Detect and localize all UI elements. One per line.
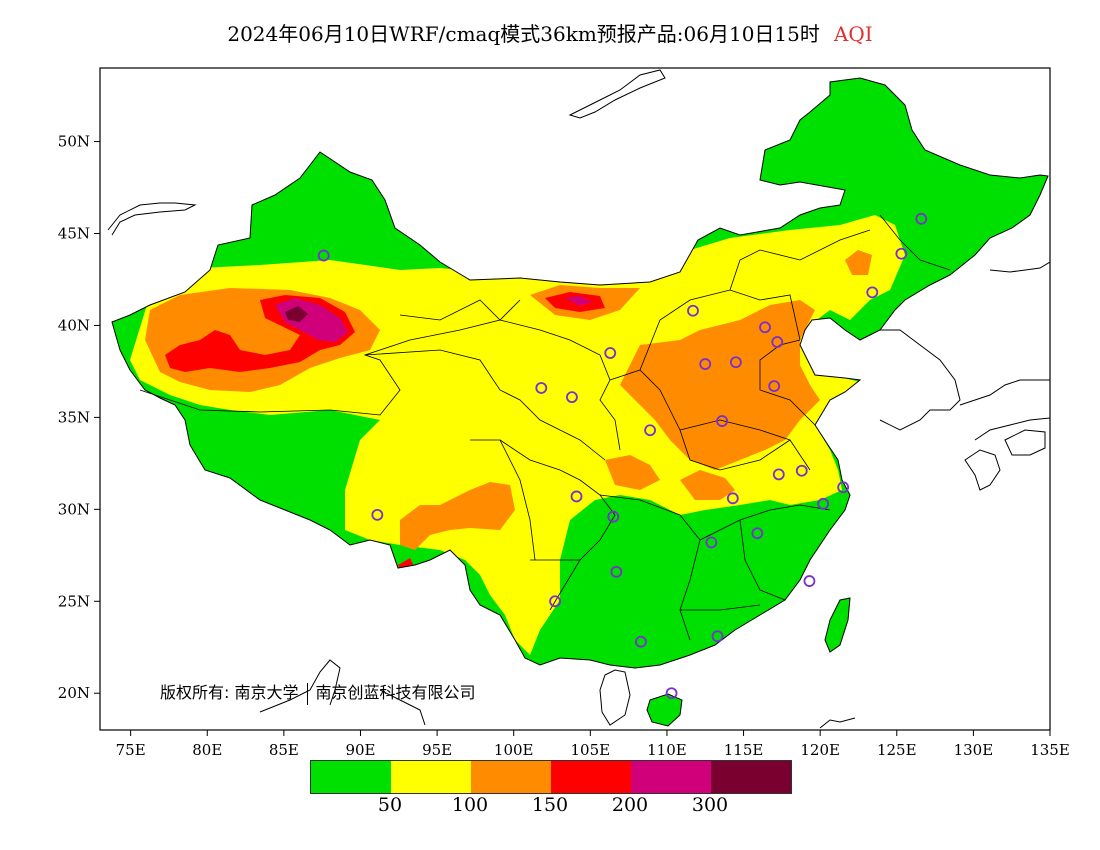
station-marker	[716, 415, 728, 427]
aqi-colorbar-labels: 50 100 150 200 300	[310, 794, 870, 820]
station-marker	[634, 635, 647, 648]
station-marker	[895, 247, 908, 260]
y-tick-label: 40N	[58, 316, 90, 334]
station-marker	[711, 630, 724, 643]
station-marker	[705, 536, 718, 549]
x-tick-label: 95E	[422, 741, 452, 759]
y-tick-label: 45N	[58, 225, 90, 243]
colorbar-swatch	[311, 761, 391, 793]
station-marker	[726, 492, 739, 505]
x-tick-label: 120E	[800, 741, 840, 759]
x-axis: 75E 80E 85E 90E 95E 100E 105E 110E 115E 120E 125E 1…	[116, 730, 1070, 759]
station-marker	[665, 687, 678, 700]
station-marker	[549, 595, 561, 608]
station-marker	[803, 575, 816, 587]
station-marker	[915, 212, 928, 225]
x-tick-label: 110E	[647, 741, 687, 759]
station-marker	[607, 510, 620, 523]
station-marker	[729, 356, 742, 369]
aqi-band-maroon	[285, 306, 308, 322]
x-tick-label: 135E	[1030, 741, 1070, 759]
aqi-colorbar	[310, 760, 792, 794]
colorbar-swatch	[551, 761, 631, 793]
map-title: 2024年06月10日WRF/cmaq模式36km预报产品:06月10日15时 A…	[0, 18, 1100, 47]
station-marker	[566, 391, 578, 404]
x-tick-label: 125E	[877, 741, 917, 759]
station-marker	[687, 304, 699, 317]
colorbar-label: 300	[691, 794, 729, 816]
station-marker	[610, 565, 623, 578]
y-tick-label: 35N	[58, 408, 90, 426]
station-marker	[768, 380, 781, 393]
neighbour-coasts	[107, 69, 1050, 729]
copyright-separator	[306, 682, 308, 705]
station-marker	[371, 508, 384, 521]
colorbar-label: 200	[611, 794, 649, 816]
station-marker	[759, 321, 771, 334]
x-tick-label: 80E	[192, 741, 222, 759]
station-marker	[699, 358, 712, 370]
station-marker	[795, 464, 808, 477]
copyright-notice: 版权所有: 南京大学 南京创蓝科技有限公司	[160, 679, 476, 705]
station-marker	[604, 347, 617, 359]
y-axis: 20N 25N 30N 35N 40N 45N 50N	[58, 133, 100, 702]
x-tick-label: 115E	[724, 741, 764, 759]
x-tick-label: 105E	[571, 741, 611, 759]
province-borders	[139, 214, 951, 641]
station-marker	[535, 382, 548, 394]
station-marker	[772, 468, 785, 481]
station-marker	[837, 481, 850, 494]
colorbar-swatch	[391, 761, 471, 793]
colorbar-label: 100	[451, 794, 489, 816]
station-marker	[866, 286, 879, 299]
title-text: 2024年06月10日WRF/cmaq模式36km预报产品:06月10日15时	[227, 22, 820, 46]
station-marker	[317, 249, 330, 262]
taiwan	[824, 597, 851, 653]
colorbar-swatch	[631, 761, 711, 793]
copyright-org2: 南京创蓝科技有限公司	[315, 683, 476, 702]
colorbar-swatch	[711, 761, 791, 793]
x-tick-label: 85E	[269, 741, 299, 759]
hainan	[646, 693, 683, 727]
station-markers	[317, 212, 928, 700]
x-tick-label: 130E	[954, 741, 994, 759]
y-tick-label: 25N	[58, 592, 90, 610]
station-marker	[817, 497, 830, 510]
plot-frame	[99, 67, 1051, 731]
y-tick-label: 50N	[58, 133, 90, 151]
colorbar-label: 150	[531, 794, 569, 816]
y-tick-label: 20N	[58, 684, 90, 702]
colorbar-swatch	[471, 761, 551, 793]
copyright-prefix: 版权所有:	[160, 683, 230, 702]
x-tick-label: 75E	[116, 741, 146, 759]
copyright-org1: 南京大学	[234, 683, 299, 702]
station-marker	[751, 527, 764, 540]
map-plot	[100, 68, 1050, 730]
title-variable: AQI	[833, 22, 873, 46]
x-tick-label: 90E	[345, 741, 375, 759]
x-tick-label: 100E	[494, 741, 534, 759]
station-marker	[644, 424, 656, 437]
station-marker	[771, 336, 784, 348]
colorbar-label: 50	[377, 794, 403, 816]
y-tick-label: 30N	[58, 500, 90, 518]
station-marker	[570, 490, 583, 503]
